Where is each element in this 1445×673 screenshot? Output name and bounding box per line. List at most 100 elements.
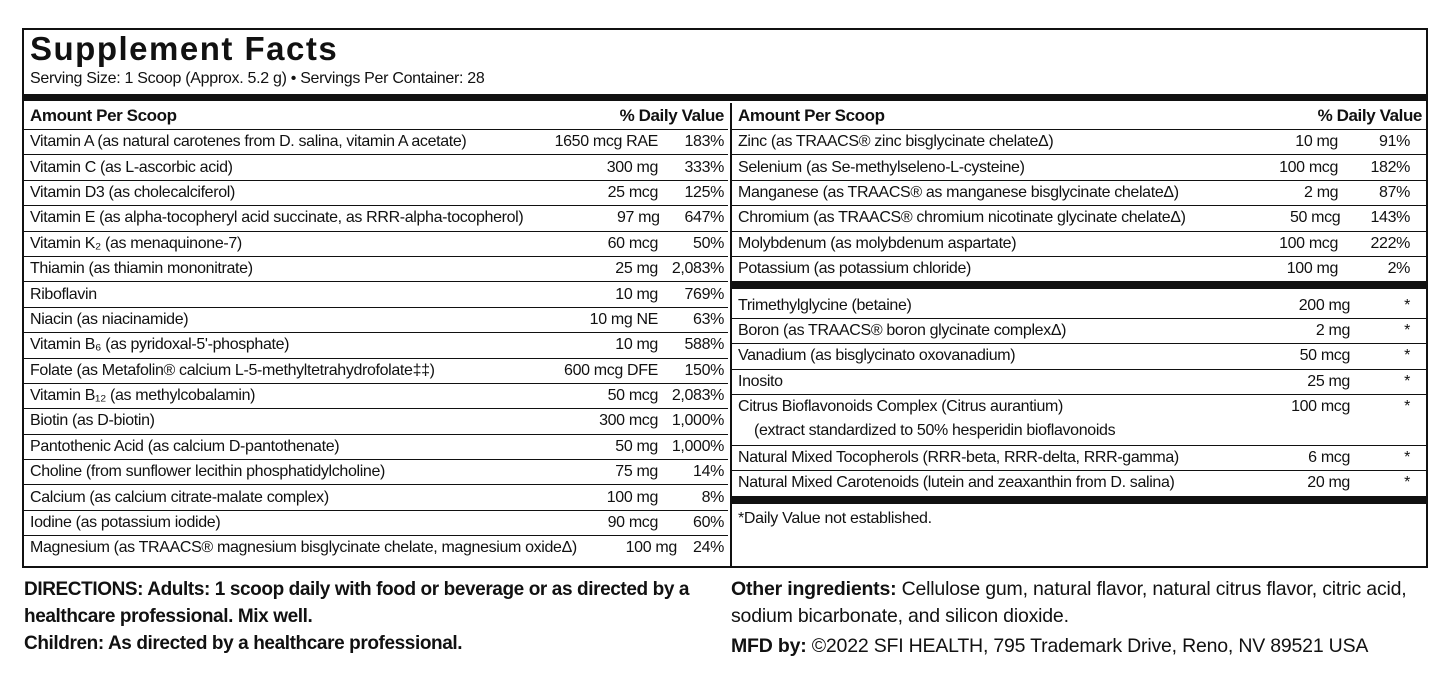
amount: 10 mg: [615, 285, 658, 303]
daily-value: 2%: [1387, 260, 1411, 278]
amount: 100 mg: [625, 539, 678, 557]
nutrient-label: Potassium (as potassium chloride): [738, 260, 971, 278]
nutrient-name: Folate (as Metafolin® calcium L-5-methyl…: [30, 362, 518, 380]
nutrient-row: Vanadium (as bisglycinato oxovanadium) 50…: [732, 344, 1426, 370]
nutrient-label: Inosito: [738, 372, 783, 390]
nutrient-name: Vitamin D3 (as cholecalciferol): [30, 184, 518, 202]
title: Supplement Facts: [30, 30, 339, 67]
nutrient-row: Manganese (as TRAACS® as manganese bisgl…: [732, 181, 1426, 207]
amount: 600 mcg DFE: [564, 361, 658, 379]
nutrient-name: Biotin (as D-biotin): [30, 412, 518, 430]
nutrient-row: Pantothenic Acid (as calcium D-pantothen…: [24, 435, 728, 461]
amount: 1650 mcg RAE: [554, 133, 659, 151]
nutrient-name: Vitamin B₆ (as pyridoxal-5'-phosphate): [30, 336, 518, 354]
nutrient-row: Folate (as Metafolin® calcium L-5-methyl…: [24, 359, 728, 384]
directions-text: DIRECTIONS: Adults: 1 scoop daily with f…: [24, 579, 690, 627]
nutrient-name: Vitamin E (as alpha-tocopheryl acid succ…: [30, 209, 524, 227]
daily-value: 182%: [1370, 158, 1410, 176]
nutrient-row: Vitamin A (as natural carotenes from D. …: [24, 130, 728, 156]
daily-value: 91%: [1379, 133, 1410, 151]
nutrient-label: Vitamin A (as natural carotenes from D. …: [30, 133, 467, 151]
daily-value: *: [1404, 321, 1410, 339]
manufacturer-text: ©2022 SFI HEALTH, 795 Trademark Drive, R…: [806, 635, 1369, 657]
nutrient-name: Vitamin A (as natural carotenes from D. …: [30, 133, 518, 151]
nutrient-name: Choline (from sunflower lecithin phospha…: [30, 463, 518, 481]
directions-text: Children: As directed by a healthcare pr…: [24, 633, 463, 654]
amount: 100 mg: [1286, 260, 1339, 278]
nutrient-row: Vitamin C (as L-ascorbic acid) 300 mg 333%: [24, 155, 728, 181]
nutrient-name: Zinc (as TRAACS® zinc bisglycinate chela…: [738, 133, 1178, 151]
daily-value: *: [1404, 474, 1410, 492]
nutrient-label: Molybdenum (as molybdenum aspartate): [738, 234, 1017, 252]
nutrient-label: Riboflavin: [30, 285, 97, 303]
nutrient-label: Vitamin K₂ (as menaquinone-7): [30, 234, 242, 252]
nutrient-row: Vitamin E (as alpha-tocopheryl acid succ…: [24, 206, 728, 232]
nutrient-label: Selenium (as Se-methylseleno-L-cysteine): [738, 158, 1025, 176]
daily-value: 87%: [1379, 183, 1410, 201]
nutrient-row: Magnesium (as TRAACS® magnesium bisglyci…: [24, 536, 728, 560]
nutrient-name: Citrus Bioflavonoids Complex (Citrus aur…: [738, 398, 1190, 440]
daily-value: *: [1404, 347, 1410, 365]
nutrient-name: Natural Mixed Carotenoids (lutein and ze…: [738, 474, 1190, 492]
amount: 2 mg: [1304, 183, 1339, 201]
nutrient-name: Boron (as TRAACS® boron glycinate comple…: [738, 322, 1190, 340]
nutrient-name: Selenium (as Se-methylseleno-L-cysteine): [738, 159, 1178, 177]
amount: 90 mcg: [607, 514, 659, 532]
amount: 20 mg: [1307, 474, 1350, 492]
nutrient-name: Riboflavin: [30, 286, 518, 304]
nutrient-name: Molybdenum (as molybdenum aspartate): [738, 235, 1178, 253]
header-dv: % Daily Value: [619, 106, 725, 125]
nutrient-row: Iodine (as potassium iodide) 90 mcg 60%: [24, 511, 728, 537]
nutrient-label: Trimethylglycine (betaine): [738, 296, 912, 314]
directions: DIRECTIONS: Adults: 1 scoop daily with f…: [24, 576, 704, 657]
nutrient-name: Magnesium (as TRAACS® magnesium bisglyci…: [30, 539, 577, 557]
nutrient-row: Vitamin D3 (as cholecalciferol) 25 mcg 125…: [24, 181, 728, 207]
daily-value: 333%: [684, 158, 724, 176]
amount: 10 mg: [615, 336, 658, 354]
nutrient-note: (extract standardized to 50% hesperidin …: [754, 421, 1116, 439]
header-dv: % Daily Value: [1317, 106, 1423, 125]
nutrient-label: Chromium (as TRAACS® chromium nicotinate…: [738, 209, 1186, 227]
amount: 75 mg: [615, 463, 658, 481]
divider-bar: [732, 281, 1426, 290]
nutrient-label: Boron (as TRAACS® boron glycinate comple…: [738, 321, 1067, 339]
nutrient-label: Vitamin B₁₂ (as methylcobalamin): [30, 387, 256, 405]
nutrient-row: Natural Mixed Carotenoids (lutein and ze…: [732, 471, 1426, 495]
footnote: *Daily Value not established.: [738, 509, 932, 527]
nutrient-row: Molybdenum (as molybdenum aspartate) 100 …: [732, 232, 1426, 257]
amount: 25 mg: [1307, 372, 1350, 390]
nutrient-row: Inosito 25 mg *: [732, 370, 1426, 395]
daily-value: 1,000%: [671, 437, 725, 455]
amount: 100 mg: [606, 488, 659, 506]
daily-value: *: [1404, 397, 1410, 415]
header-amount: Amount Per Scoop: [738, 106, 885, 125]
nutrient-label: Pantothenic Acid (as calcium D-pantothen…: [30, 437, 340, 455]
daily-value: 150%: [684, 361, 724, 379]
nutrient-label: Natural Mixed Tocopherols (RRR-beta, RRR…: [738, 449, 1179, 467]
nutrient-row: Natural Mixed Tocopherols (RRR-beta, RRR…: [732, 446, 1426, 472]
nutrient-row: Boron (as TRAACS® boron glycinate comple…: [732, 319, 1426, 345]
daily-value: *: [1404, 449, 1410, 467]
daily-value: 2,083%: [671, 260, 725, 278]
nutrient-name: Potassium (as potassium chloride): [738, 260, 1178, 278]
nutrient-name: Natural Mixed Tocopherols (RRR-beta, RRR…: [738, 449, 1190, 467]
ingredients-text: Cellulose gum, natural flavor, natural c…: [731, 578, 1407, 627]
nutrient-name: Niacin (as niacinamide): [30, 311, 518, 329]
other-ingredients: Other ingredients: Cellulose gum, natura…: [731, 576, 1431, 630]
daily-value: *: [1404, 296, 1410, 314]
nutrient-row: Potassium (as potassium chloride) 100 mg 2…: [732, 257, 1426, 281]
nutrient-row: Niacin (as niacinamide) 10 mg NE 63%: [24, 308, 728, 334]
nutrient-label: Citrus Bioflavonoids Complex (Citrus aur…: [738, 397, 1064, 415]
nutrient-label: Folate (as Metafolin® calcium L-5-methyl…: [30, 361, 435, 379]
nutrient-label: Manganese (as TRAACS® as manganese bisgl…: [738, 183, 1179, 201]
daily-value: 143%: [1370, 209, 1410, 227]
nutrient-name: Vitamin B₁₂ (as methylcobalamin): [30, 387, 518, 405]
daily-value: 222%: [1370, 234, 1410, 252]
daily-value: 647%: [684, 209, 724, 227]
amount: 200 mg: [1298, 296, 1351, 314]
nutrient-label: Niacin (as niacinamide): [30, 310, 189, 328]
nutrient-label: Biotin (as D-biotin): [30, 412, 155, 430]
amount: 10 mg: [1295, 133, 1338, 151]
nutrient-row: Calcium (as calcium citrate-malate compl…: [24, 485, 728, 511]
